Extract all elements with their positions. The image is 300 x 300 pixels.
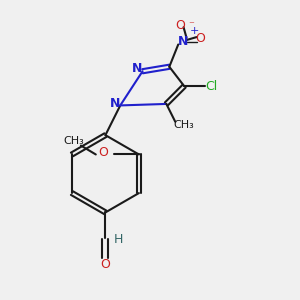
Text: CH₃: CH₃ [174,120,195,130]
Text: CH₃: CH₃ [63,136,84,146]
Text: H: H [114,233,124,246]
Text: O: O [175,19,185,32]
Text: O: O [196,32,206,45]
Text: N: N [178,35,188,48]
Text: Cl: Cl [205,80,217,93]
Text: O: O [100,258,110,271]
Text: N: N [110,98,120,110]
Text: ⁻: ⁻ [188,20,194,30]
Text: +: + [190,26,199,36]
Text: O: O [98,146,108,160]
Text: N: N [132,62,142,75]
